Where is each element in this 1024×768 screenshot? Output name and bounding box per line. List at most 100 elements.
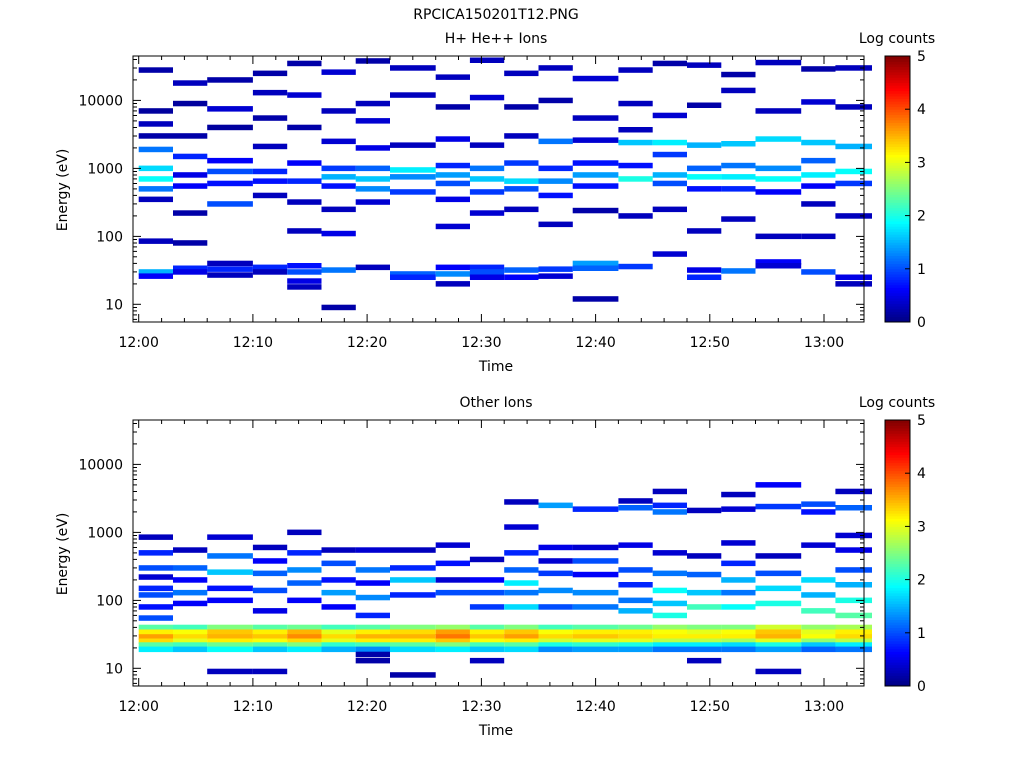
colorbar-segment <box>885 539 910 543</box>
heatmap-cell <box>835 104 872 110</box>
colorbar-segment <box>885 183 910 187</box>
heatmap-cell <box>572 642 619 648</box>
heatmap-cell <box>390 672 436 678</box>
colorbar-segment <box>885 314 910 318</box>
heatmap-cell <box>801 542 836 548</box>
heatmap-cell <box>618 642 653 648</box>
heatmap-cell <box>652 112 687 119</box>
heatmap-cell <box>538 558 573 564</box>
heatmap-cell <box>721 629 756 635</box>
colorbar-segment <box>885 568 910 573</box>
heatmap-cell <box>618 542 653 548</box>
heatmap-cell <box>572 638 619 644</box>
heatmap-cell <box>835 532 872 539</box>
colorbar-segment <box>885 555 910 559</box>
heatmap-cell <box>652 509 687 515</box>
heatmap-cell <box>538 570 573 577</box>
heatmap-cell <box>321 69 356 75</box>
colorbar-segment <box>885 606 910 610</box>
colorbar-segment <box>885 579 910 583</box>
heatmap-cell <box>538 604 573 610</box>
colorbar-segment <box>885 675 910 679</box>
heatmap-cell <box>173 646 208 653</box>
colorbar-tick-label: 4 <box>917 102 926 118</box>
heatmap-cell <box>469 657 505 664</box>
colorbar-segment <box>885 542 910 546</box>
heatmap-cell <box>435 281 470 287</box>
colorbar-segment <box>885 125 910 129</box>
x-tick-label: 12:10 <box>233 335 273 351</box>
heatmap-cell <box>504 646 539 653</box>
colorbar-segment <box>885 521 910 525</box>
colorbar-segment <box>885 93 910 97</box>
colorbar-segment <box>885 260 910 264</box>
heatmap-cell <box>252 168 288 175</box>
heatmap-cell <box>435 162 470 169</box>
heatmap-cell <box>173 634 208 640</box>
colorbar-tick-label: 0 <box>917 679 926 695</box>
heatmap-cell <box>755 668 802 675</box>
heatmap-cell <box>287 60 322 67</box>
colorbar-segment <box>885 678 910 682</box>
heatmap-cell <box>355 118 390 124</box>
colorbar-segment <box>885 290 910 294</box>
heatmap-cell <box>835 567 872 573</box>
heatmap-cell <box>801 629 836 635</box>
colorbar-segment <box>885 598 910 602</box>
heatmap-cell <box>207 534 253 540</box>
heatmap-cell <box>138 534 173 540</box>
heatmap-cell <box>138 574 173 580</box>
colorbar-segment <box>885 215 910 219</box>
heatmap-cell <box>652 638 687 644</box>
colorbar-segment <box>885 571 910 575</box>
heatmap-cell <box>287 550 322 556</box>
heatmap-cell <box>687 638 722 644</box>
heatmap-cell <box>173 629 208 635</box>
heatmap-cell <box>355 100 390 107</box>
colorbar-segment <box>885 449 910 453</box>
heatmap-cell <box>287 567 322 573</box>
heatmap-cell <box>835 143 872 150</box>
heatmap-cell <box>469 604 505 610</box>
heatmap-cell <box>835 646 872 653</box>
colorbar-segment <box>885 181 910 185</box>
heatmap-cell <box>755 233 802 240</box>
heatmap-cell <box>618 139 653 146</box>
heatmap-cell <box>321 604 356 610</box>
heatmap-cell <box>801 139 836 146</box>
heatmap-cell <box>355 580 390 586</box>
heatmap-cell <box>687 642 722 648</box>
heatmap-cell <box>538 138 573 145</box>
heatmap-cell <box>801 157 836 164</box>
heatmap-cell <box>355 612 390 619</box>
heatmap-cell <box>252 668 288 675</box>
heatmap-cell <box>755 624 802 631</box>
heatmap-cell <box>504 274 539 280</box>
colorbar-segment <box>885 226 910 230</box>
heatmap-cell <box>721 560 756 567</box>
colorbar-segment <box>885 85 910 89</box>
x-axis: 12:00 12:10 12:20 12:30 12:40 12:50 13:00 <box>119 420 848 715</box>
heatmap-cell <box>355 165 390 172</box>
colorbar-segment <box>885 295 910 299</box>
heatmap-cell <box>572 558 619 564</box>
colorbar-segment <box>885 162 910 166</box>
heatmap-cell <box>835 65 872 71</box>
heatmap-cell <box>835 505 872 511</box>
heatmap-cell <box>252 178 288 184</box>
colorbar-tick-label: 1 <box>917 262 926 278</box>
heatmap-cell <box>572 589 619 596</box>
heatmap-cell <box>721 268 756 274</box>
heatmap-cell <box>469 210 505 216</box>
colorbar-segment <box>885 157 910 161</box>
colorbar-segment <box>885 196 910 201</box>
heatmap-cell <box>138 565 173 571</box>
heatmap-cell <box>618 498 653 504</box>
heatmap-cell <box>173 100 208 107</box>
heatmap-cell <box>721 141 756 147</box>
heatmap-cell <box>652 172 687 178</box>
heatmap-cell <box>572 634 619 640</box>
colorbar-segment <box>885 584 910 589</box>
colorbar-segment <box>885 499 910 503</box>
colorbar-segment <box>885 247 910 251</box>
